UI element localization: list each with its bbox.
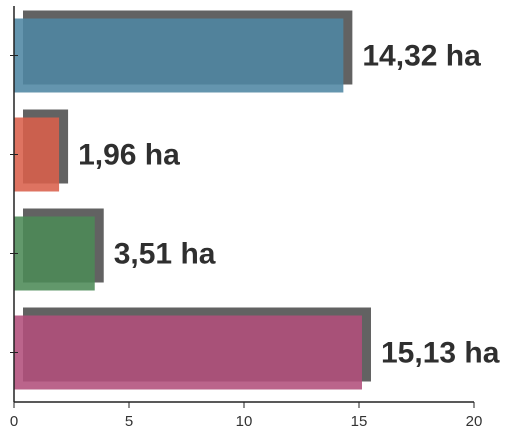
bars-layer bbox=[14, 10, 371, 390]
x-tick-label: 20 bbox=[466, 413, 483, 430]
x-axis-ticks: 0 5 10 15 20 bbox=[10, 402, 483, 430]
value-labels-layer: 14,32 ha 1,96 ha 3,51 ha 15,13 ha bbox=[78, 40, 500, 370]
x-tick-label: 5 bbox=[125, 413, 133, 430]
y-axis-ticks bbox=[10, 55, 18, 353]
x-tick-label: 15 bbox=[351, 413, 368, 430]
bar bbox=[14, 117, 60, 192]
bar-value-label: 1,96 ha bbox=[78, 139, 180, 172]
bar-value-label: 3,51 ha bbox=[114, 238, 216, 271]
bar bbox=[14, 216, 95, 291]
bar bbox=[14, 18, 344, 93]
bar-value-label: 14,32 ha bbox=[362, 40, 481, 73]
x-tick-label: 0 bbox=[10, 413, 18, 430]
x-tick-label: 10 bbox=[236, 413, 253, 430]
bar-value-label: 15,13 ha bbox=[381, 337, 500, 370]
bar bbox=[14, 315, 362, 390]
